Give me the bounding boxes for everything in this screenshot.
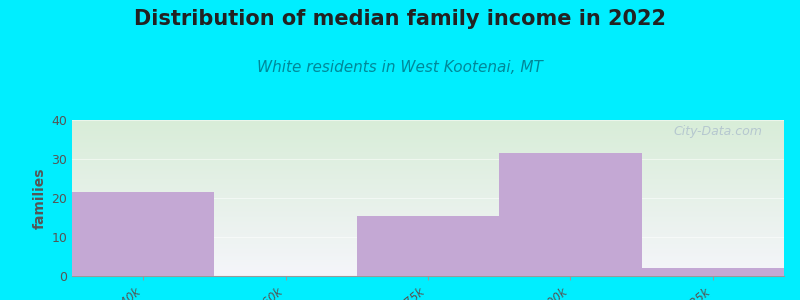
Text: City-Data.com: City-Data.com	[674, 125, 762, 138]
Y-axis label: families: families	[33, 167, 47, 229]
Bar	[72, 192, 214, 276]
Bar	[499, 153, 642, 276]
Text: White residents in West Kootenai, MT: White residents in West Kootenai, MT	[257, 60, 543, 75]
Bar	[642, 268, 784, 276]
Bar	[357, 215, 499, 276]
Text: Distribution of median family income in 2022: Distribution of median family income in …	[134, 9, 666, 29]
